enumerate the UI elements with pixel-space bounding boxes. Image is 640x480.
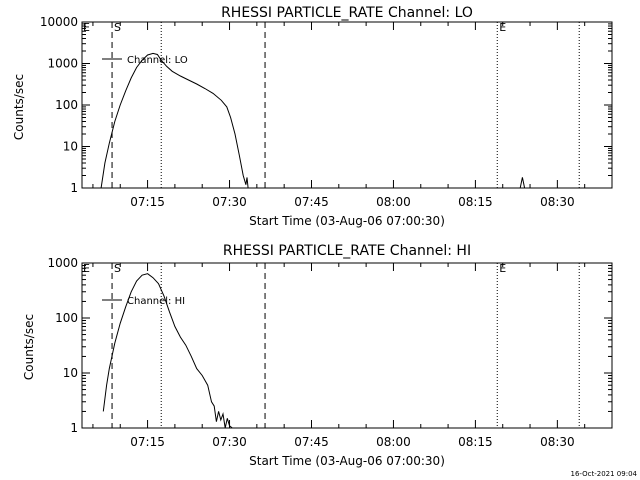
x-tick-label: 08:15: [458, 195, 493, 209]
chart-title: RHESSI PARTICLE_RATE Channel: LO: [221, 5, 473, 21]
x-tick-label: 07:45: [294, 435, 329, 449]
legend-label: Channel: LO: [127, 55, 188, 66]
marker-label: S: [114, 262, 121, 275]
x-axis-label: Start Time (03-Aug-06 07:00:30): [249, 214, 445, 228]
x-tick-label: 08:00: [376, 195, 411, 209]
corner-marker-label: E: [83, 21, 90, 34]
x-tick-label: 08:15: [458, 435, 493, 449]
series-line: [100, 52, 249, 189]
y-tick-label: 1000: [47, 256, 78, 270]
y-tick-label: 10: [63, 140, 78, 154]
x-tick-label: 08:00: [376, 435, 411, 449]
legend-label: Channel: HI: [127, 296, 185, 307]
plot-frame: [81, 262, 613, 429]
y-tick-label: 100: [55, 98, 78, 112]
chart-title: RHESSI PARTICLE_RATE Channel: HI: [223, 243, 471, 259]
y-tick-label: 1: [70, 181, 78, 195]
series-line: [102, 273, 233, 429]
footer-timestamp: 16-Oct-2021 09:04: [570, 470, 637, 478]
x-tick-label: 07:15: [130, 435, 165, 449]
y-tick-label: 10000: [40, 15, 78, 29]
x-tick-label: 08:30: [540, 435, 575, 449]
x-tick-label: 07:30: [212, 195, 247, 209]
hi-channel-panel: RHESSI PARTICLE_RATE Channel: HI Counts/…: [22, 243, 613, 468]
y-axis-label: Counts/sec: [22, 314, 36, 380]
x-axis-label: Start Time (03-Aug-06 07:00:30): [249, 454, 445, 468]
y-tick-label: 1: [70, 421, 78, 435]
y-tick-label: 100: [55, 311, 78, 325]
y-tick-label: 10: [63, 366, 78, 380]
y-tick-label: 1000: [47, 57, 78, 71]
corner-marker-label: E: [83, 262, 90, 275]
marker-label: E: [499, 21, 506, 34]
marker-label: E: [499, 262, 506, 275]
lo-channel-panel: RHESSI PARTICLE_RATE Channel: LO Counts/…: [12, 5, 613, 228]
x-tick-label: 07:15: [130, 195, 165, 209]
x-tick-label: 07:45: [294, 195, 329, 209]
y-axis-label: Counts/sec: [12, 74, 26, 140]
x-tick-label: 08:30: [540, 195, 575, 209]
marker-label: S: [114, 21, 121, 34]
series-line: [519, 177, 526, 189]
x-tick-label: 07:30: [212, 435, 247, 449]
